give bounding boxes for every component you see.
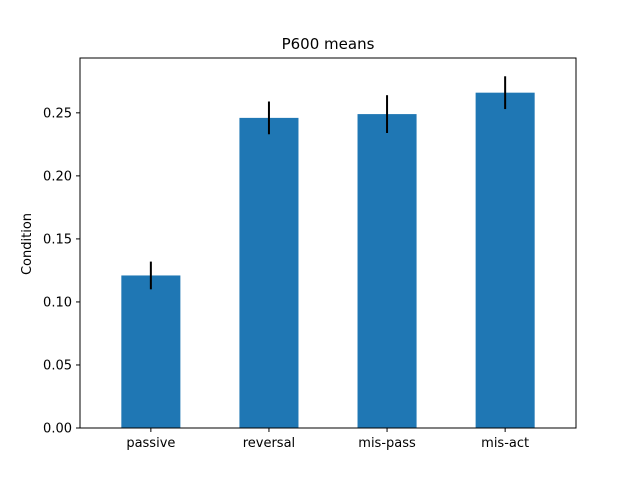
x-tick-label: reversal — [243, 436, 295, 451]
y-tick-label: 0.20 — [43, 169, 72, 184]
x-tick-label: mis-pass — [358, 436, 416, 451]
bar-reversal — [239, 117, 299, 429]
error-bars-layer — [149, 76, 507, 290]
x-tick-label: passive — [126, 436, 175, 451]
bar-passive — [121, 275, 181, 428]
bars-layer — [121, 92, 535, 429]
x-axis-ticks: passive reversal mis-pass mis-act — [126, 428, 529, 451]
y-tick-label: 0.15 — [43, 232, 72, 247]
bar-mis-act — [475, 92, 535, 429]
bar-mis-pass — [357, 114, 417, 428]
y-tick-label: 0.05 — [43, 358, 72, 373]
x-tick-label: mis-act — [481, 436, 529, 451]
y-tick-label: 0.10 — [43, 295, 72, 310]
chart-title: P600 means — [282, 35, 375, 53]
plot-area-frame — [79, 57, 577, 429]
y-tick-label: 0.25 — [43, 106, 72, 121]
y-tick-label: 0.00 — [43, 422, 72, 437]
y-axis-label: Condition — [20, 213, 35, 275]
y-axis-ticks: 0.00 0.05 0.10 0.15 0.20 0.25 — [43, 106, 80, 437]
